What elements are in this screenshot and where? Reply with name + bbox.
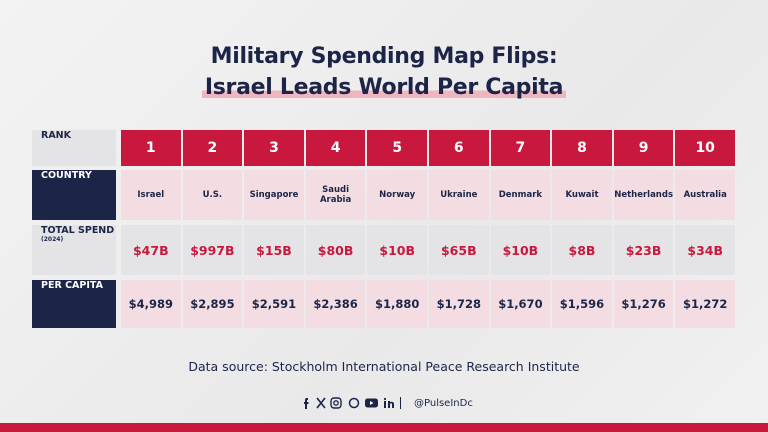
table-cell: $34B bbox=[675, 225, 735, 275]
table-cell: Ukraine bbox=[429, 170, 489, 220]
table-cell: $10B bbox=[490, 225, 551, 275]
table-cell: $1,596 bbox=[552, 280, 612, 328]
table-cell: U.S. bbox=[182, 170, 243, 220]
bottom-bar bbox=[0, 423, 768, 432]
rank-cell: 6 bbox=[429, 130, 489, 166]
rank-cell: 7 bbox=[490, 130, 551, 166]
table-cell: $15B bbox=[244, 225, 304, 275]
row-label-text: RANK bbox=[41, 130, 71, 141]
table-cell: Netherlands bbox=[613, 170, 674, 220]
rank-cell: 9 bbox=[613, 130, 674, 166]
row-label-text: COUNTRY bbox=[41, 170, 92, 181]
table-cell: Denmark bbox=[490, 170, 551, 220]
rank-cell: 4 bbox=[305, 130, 366, 166]
table-cell: $8B bbox=[552, 225, 612, 275]
table-cell: Australia bbox=[675, 170, 735, 220]
rank-cell: 3 bbox=[244, 130, 304, 166]
table-cell: $1,728 bbox=[429, 280, 489, 328]
rank-cell: 5 bbox=[367, 130, 427, 166]
row-label: PER CAPITA bbox=[32, 280, 116, 328]
table-cell: $1,880 bbox=[367, 280, 427, 328]
social-icons bbox=[304, 397, 401, 409]
row-label-text: PER CAPITA bbox=[41, 280, 103, 291]
rank-cell: 10 bbox=[675, 130, 735, 166]
row-label: COUNTRY bbox=[32, 170, 116, 220]
table-cell: $1,670 bbox=[490, 280, 551, 328]
row-label-note: (2024) bbox=[41, 236, 64, 243]
table-cell: $2,895 bbox=[182, 280, 243, 328]
social-bar: @PulseInDc bbox=[300, 395, 473, 411]
table-cell: Norway bbox=[367, 170, 427, 220]
source: Data source: Stockholm International Pea… bbox=[188, 359, 580, 374]
table-cell: Singapore bbox=[244, 170, 304, 220]
title-highlight: Israel Leads World Per Capita bbox=[201, 75, 567, 100]
table-cell: $2,386 bbox=[305, 280, 366, 328]
table-cell: $65B bbox=[429, 225, 489, 275]
rank-cell: 2 bbox=[182, 130, 243, 166]
table-cell: Saudi Arabia bbox=[305, 170, 366, 220]
table-cell: $1,272 bbox=[675, 280, 735, 328]
row-label: RANK bbox=[32, 130, 116, 166]
row-label-text: TOTAL SPEND bbox=[41, 225, 115, 236]
table-cell: Kuwait bbox=[552, 170, 612, 220]
row-label: TOTAL SPEND (2024) bbox=[32, 225, 116, 275]
table-cell: $997B bbox=[182, 225, 243, 275]
table-cell: $10B bbox=[367, 225, 427, 275]
table-cell: $2,591 bbox=[244, 280, 304, 328]
title-line: Military Spending Map Flips: bbox=[210, 44, 558, 69]
table-cell: $47B bbox=[121, 225, 181, 275]
table-cell: $80B bbox=[305, 225, 366, 275]
rank-cell: 8 bbox=[552, 130, 612, 166]
table-cell: $1,276 bbox=[613, 280, 674, 328]
table-cell: $4,989 bbox=[121, 280, 181, 328]
table-cell: Israel bbox=[121, 170, 181, 220]
title-line: Israel Leads World Per Capita bbox=[0, 75, 768, 100]
rank-cell: 1 bbox=[121, 130, 181, 166]
table-cell: $23B bbox=[613, 225, 674, 275]
handle: @PulseInDc bbox=[414, 397, 473, 409]
